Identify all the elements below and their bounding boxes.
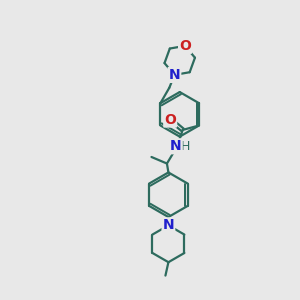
Text: N: N [170, 139, 182, 153]
Text: O: O [164, 112, 176, 127]
Text: H: H [181, 140, 190, 153]
Text: O: O [179, 39, 191, 53]
Text: N: N [169, 68, 180, 82]
Text: N: N [163, 218, 174, 232]
